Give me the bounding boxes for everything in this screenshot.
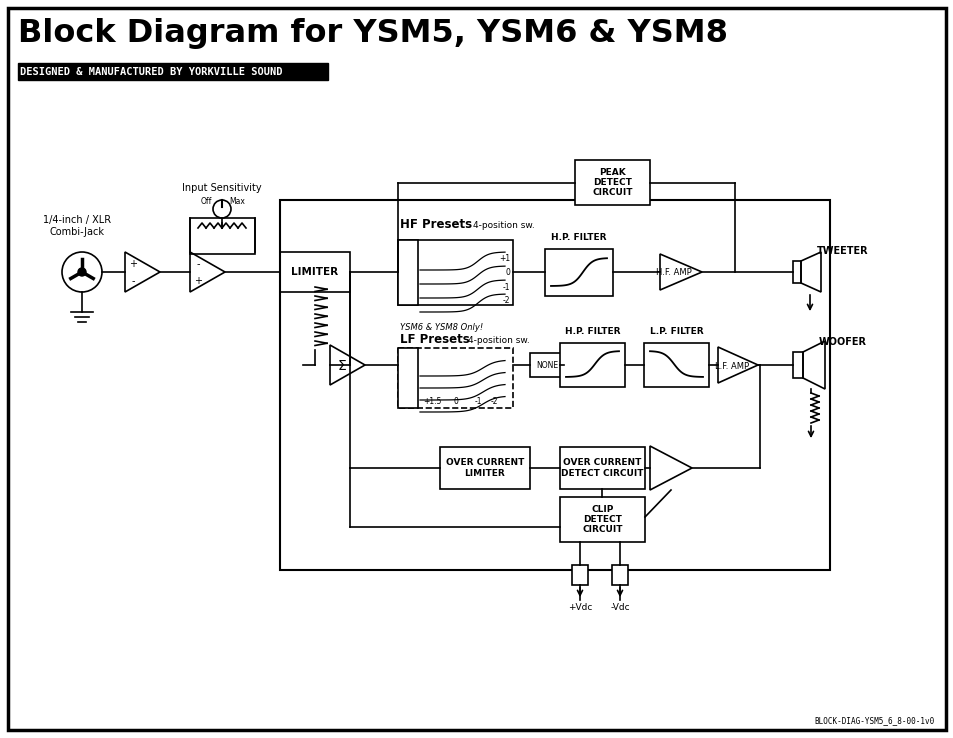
Bar <box>792 352 802 378</box>
Text: PEAK
DETECT
CIRCUIT: PEAK DETECT CIRCUIT <box>592 168 632 197</box>
Text: LIMITER: LIMITER <box>291 267 338 277</box>
Bar <box>280 200 829 570</box>
Bar <box>397 348 513 408</box>
Bar <box>190 218 254 254</box>
Text: WOOFER: WOOFER <box>818 337 866 347</box>
Text: Σ: Σ <box>337 359 346 373</box>
Text: -2: -2 <box>490 397 497 406</box>
Text: YSM6 & YSM8 Only!: YSM6 & YSM8 Only! <box>399 323 483 332</box>
Bar <box>792 261 801 283</box>
Text: 4-position sw.: 4-position sw. <box>473 221 535 230</box>
Text: NONE: NONE <box>536 360 558 370</box>
Text: Input Sensitivity: Input Sensitivity <box>182 183 261 193</box>
Text: 1/4-inch / XLR
Combi-Jack: 1/4-inch / XLR Combi-Jack <box>43 215 111 237</box>
Text: BLOCK-DIAG-YSM5_6_8-00-1v0: BLOCK-DIAG-YSM5_6_8-00-1v0 <box>814 716 934 725</box>
Bar <box>397 240 513 305</box>
Text: 0: 0 <box>504 267 510 277</box>
Text: 0: 0 <box>453 397 458 406</box>
Bar <box>559 447 644 489</box>
Text: -: - <box>132 276 134 286</box>
Circle shape <box>213 200 231 218</box>
Bar <box>575 160 649 205</box>
Text: -: - <box>196 259 199 269</box>
Text: H.F. AMP: H.F. AMP <box>656 267 691 277</box>
Text: Max: Max <box>229 197 245 206</box>
Bar <box>530 353 563 377</box>
Bar <box>544 249 613 296</box>
Text: LF Presets: LF Presets <box>399 333 469 346</box>
Text: -1: -1 <box>502 283 510 292</box>
Text: DESIGNED & MANUFACTURED BY YORKVILLE SOUND: DESIGNED & MANUFACTURED BY YORKVILLE SOU… <box>20 66 282 77</box>
Bar <box>280 252 350 292</box>
Text: +1.5: +1.5 <box>422 397 441 406</box>
Circle shape <box>78 268 86 276</box>
Text: -2: -2 <box>502 295 510 305</box>
Text: OVER CURRENT
LIMITER: OVER CURRENT LIMITER <box>445 458 523 477</box>
Bar <box>559 497 644 542</box>
Text: L.F. AMP: L.F. AMP <box>714 362 748 370</box>
Text: Block Diagram for YSM5, YSM6 & YSM8: Block Diagram for YSM5, YSM6 & YSM8 <box>18 18 727 49</box>
Text: +Vdc: +Vdc <box>567 603 592 612</box>
Bar <box>643 343 708 387</box>
Text: 4-position sw.: 4-position sw. <box>468 336 529 345</box>
Bar <box>559 343 624 387</box>
Bar <box>397 348 417 408</box>
Text: OVER CURRENT
DETECT CIRCUIT: OVER CURRENT DETECT CIRCUIT <box>560 458 643 477</box>
Text: H.P. FILTER: H.P. FILTER <box>551 233 606 242</box>
Text: Off: Off <box>200 197 212 206</box>
Bar <box>397 240 417 305</box>
Text: H.P. FILTER: H.P. FILTER <box>564 327 619 336</box>
Text: CLIP
DETECT
CIRCUIT: CLIP DETECT CIRCUIT <box>581 505 622 534</box>
Bar <box>439 447 530 489</box>
Text: +: + <box>193 276 202 286</box>
Text: -1: -1 <box>474 397 481 406</box>
Bar <box>572 565 587 585</box>
Bar <box>18 63 328 80</box>
Circle shape <box>62 252 102 292</box>
Text: +1: +1 <box>498 253 510 263</box>
Text: +: + <box>129 259 137 269</box>
Text: L.P. FILTER: L.P. FILTER <box>649 327 702 336</box>
Bar <box>612 565 627 585</box>
Text: HF Presets: HF Presets <box>399 218 472 231</box>
Text: -Vdc: -Vdc <box>610 603 629 612</box>
Text: TWEETER: TWEETER <box>817 246 868 256</box>
